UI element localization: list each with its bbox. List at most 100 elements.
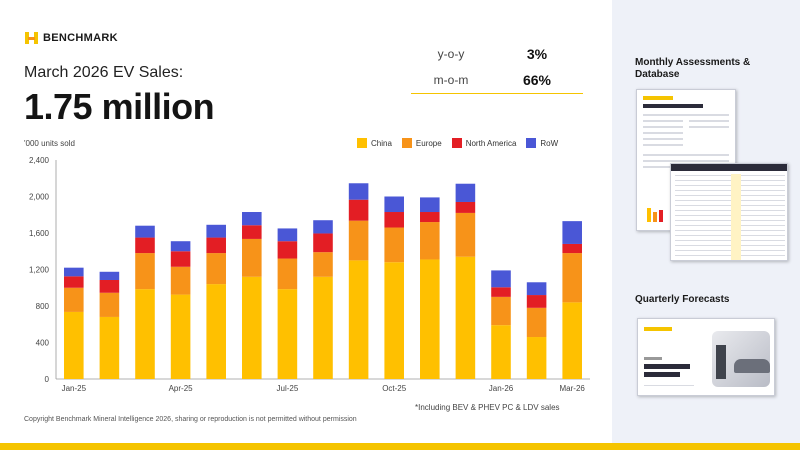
bar-segment-china bbox=[491, 325, 511, 379]
bar-segment-europe bbox=[313, 252, 333, 277]
bar-segment-row bbox=[170, 241, 191, 252]
bar-segment-north-america bbox=[277, 241, 298, 259]
bar-segment-china bbox=[170, 294, 191, 379]
bar-segment-row bbox=[206, 224, 226, 238]
bar-segment-china bbox=[526, 337, 547, 379]
bar-segment-europe bbox=[384, 227, 404, 263]
bar-segment-china bbox=[99, 316, 120, 379]
bar-segment-row bbox=[491, 270, 511, 288]
kpi-yoy: y-o-y 3% bbox=[411, 42, 583, 66]
x-tick-label: Jan-26 bbox=[489, 384, 514, 393]
legend-swatch bbox=[357, 138, 367, 148]
bar-segment-north-america bbox=[384, 212, 404, 228]
bar-segment-north-america bbox=[170, 251, 191, 267]
bar-segment-north-america bbox=[64, 276, 84, 288]
kpi-divider bbox=[411, 93, 583, 94]
bar-segment-china bbox=[135, 289, 155, 379]
kpi-value: 66% bbox=[522, 72, 552, 88]
x-tick-label: Oct-25 bbox=[382, 384, 407, 393]
bar-segment-china bbox=[420, 259, 440, 379]
brand-name: BENCHMARK bbox=[43, 32, 118, 44]
bar-segment-europe bbox=[348, 220, 369, 261]
bar-segment-europe bbox=[170, 266, 191, 295]
bar-segment-china bbox=[455, 256, 476, 379]
legend-item-north-america: North America bbox=[451, 138, 517, 148]
y-tick-label: 400 bbox=[36, 339, 50, 348]
bar-segment-north-america bbox=[562, 243, 582, 254]
bar-segment-row bbox=[562, 221, 582, 244]
kpi-value: 3% bbox=[526, 46, 548, 62]
bar-segment-europe bbox=[491, 296, 511, 326]
sidebar-title-assessments: Monthly Assessments & Database bbox=[635, 57, 751, 80]
bar-segment-china bbox=[206, 284, 226, 379]
x-tick-label: Jan-25 bbox=[62, 384, 87, 393]
bar-segment-row bbox=[384, 196, 404, 213]
bar-segment-europe bbox=[277, 258, 298, 290]
bar-segment-north-america bbox=[420, 212, 440, 223]
legend-item-europe: Europe bbox=[401, 138, 442, 148]
y-tick-label: 2,400 bbox=[29, 156, 50, 165]
bar-segment-north-america bbox=[455, 201, 476, 213]
legend-label: Europe bbox=[415, 138, 442, 148]
bar-segment-china bbox=[348, 260, 369, 379]
main-panel: BENCHMARK March 2026 EV Sales: 1.75 mill… bbox=[24, 29, 590, 423]
chart-unit-label: '000 units sold bbox=[24, 139, 75, 148]
accent-footer-bar bbox=[0, 443, 800, 450]
bar-segment-china bbox=[313, 276, 333, 379]
legend-item-row: RoW bbox=[526, 138, 558, 148]
bar-segment-north-america bbox=[99, 279, 120, 293]
bar-segment-europe bbox=[526, 307, 547, 338]
bar-segment-europe bbox=[420, 222, 440, 260]
bar-segment-row bbox=[277, 228, 298, 242]
x-tick-label: Mar-26 bbox=[560, 384, 586, 393]
bar-segment-row bbox=[455, 183, 476, 202]
bar-segment-row bbox=[313, 220, 333, 234]
bar-segment-north-america bbox=[491, 287, 511, 297]
benchmark-logo: BENCHMARK bbox=[24, 29, 118, 47]
chart-legend: China Europe North America RoW bbox=[357, 138, 568, 148]
bar-segment-north-america bbox=[348, 199, 369, 221]
y-tick-label: 800 bbox=[36, 302, 50, 311]
stacked-bar-chart: 0 400 800 1,200 1,600 2,000 2,400 Jan-25 Apr-25 J… bbox=[29, 156, 590, 393]
legend-label: North America bbox=[465, 138, 517, 148]
quarterly-forecast-report-thumbnail[interactable] bbox=[637, 318, 775, 396]
bar-segment-china bbox=[242, 276, 262, 379]
y-tick-label: 1,200 bbox=[29, 266, 50, 275]
x-tick-label: Apr-25 bbox=[169, 384, 194, 393]
bar-segment-europe bbox=[64, 287, 84, 312]
legend-swatch bbox=[401, 138, 412, 148]
headline-value: 1.75 million bbox=[24, 86, 215, 127]
bar-segment-europe bbox=[99, 292, 120, 317]
legend-swatch bbox=[451, 138, 462, 148]
kpi-label: m-o-m bbox=[433, 73, 469, 87]
bar-segment-europe bbox=[455, 212, 476, 257]
bar-segment-row bbox=[526, 282, 547, 296]
sidebar-title-forecasts: Quarterly Forecasts bbox=[635, 294, 730, 305]
bar-segment-north-america bbox=[206, 237, 226, 254]
legend-label: RoW bbox=[540, 138, 559, 148]
bar-segment-row bbox=[348, 183, 369, 200]
bar-segment-row bbox=[99, 271, 120, 280]
bar-segment-europe bbox=[206, 253, 226, 285]
legend-item-china: China bbox=[357, 138, 392, 148]
y-tick-label: 1,600 bbox=[29, 229, 50, 238]
kpi-mom: m-o-m 66% bbox=[411, 68, 583, 92]
legend-label: China bbox=[371, 138, 392, 148]
bar-segment-row bbox=[242, 212, 262, 226]
bar-segment-north-america bbox=[526, 295, 547, 308]
x-tick-label: Jul-25 bbox=[277, 384, 299, 393]
database-spreadsheet-thumbnail[interactable] bbox=[670, 163, 788, 261]
benchmark-logo-icon bbox=[24, 30, 40, 46]
chart-footnote: *Including BEV & PHEV PC & LDV sales bbox=[415, 403, 560, 412]
page-subtitle: March 2026 EV Sales: bbox=[24, 64, 184, 81]
y-tick-label: 2,000 bbox=[29, 193, 50, 202]
legend-swatch bbox=[526, 138, 537, 148]
bar-segment-north-america bbox=[135, 237, 155, 254]
y-tick-label: 0 bbox=[45, 375, 50, 384]
bar-segment-china bbox=[562, 302, 582, 379]
bar-segment-north-america bbox=[313, 233, 333, 253]
bar-segment-europe bbox=[135, 253, 155, 290]
bar-segment-row bbox=[420, 197, 440, 213]
bar-segment-europe bbox=[562, 253, 582, 303]
bar-segment-china bbox=[384, 262, 404, 379]
